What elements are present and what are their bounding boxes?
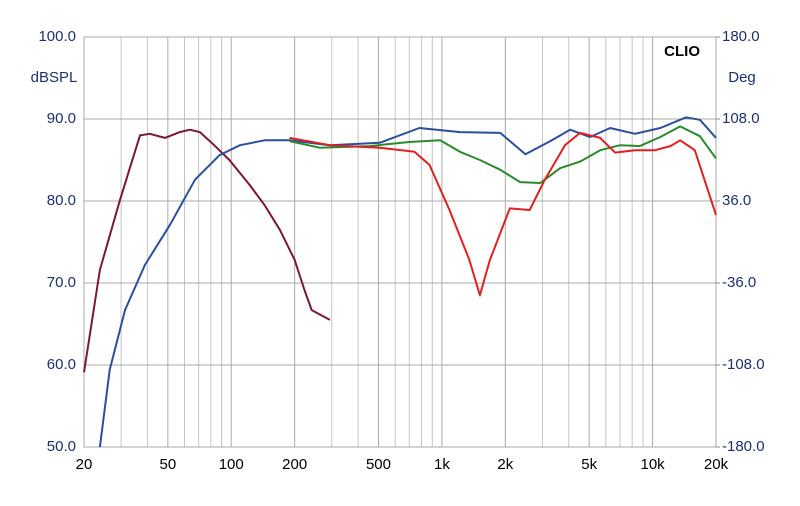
series-line bbox=[289, 131, 717, 297]
y2-tick-label: 36.0 bbox=[722, 192, 751, 209]
y-tick-label: 80.0 bbox=[47, 192, 76, 209]
x-tick-label: 500 bbox=[366, 456, 391, 473]
y-axis-label: dBSPL bbox=[31, 69, 78, 86]
y2-tick-label: -180.0 bbox=[722, 438, 765, 455]
y-tick-label: 100.0 bbox=[38, 28, 76, 45]
series-line bbox=[83, 128, 331, 373]
brand: CLIO bbox=[664, 43, 700, 60]
x-tick-label: 200 bbox=[282, 456, 307, 473]
x-tick-label: 50 bbox=[159, 456, 176, 473]
y-tick-label: 50.0 bbox=[47, 438, 76, 455]
series-line bbox=[98, 116, 717, 448]
x-tick-label: 100 bbox=[219, 456, 244, 473]
y2-tick-label: 180.0 bbox=[722, 28, 760, 45]
y-tick-label: 90.0 bbox=[47, 110, 76, 127]
x-tick-label: 20 bbox=[76, 456, 93, 473]
x-tick-label: 20k bbox=[704, 456, 729, 473]
x-tick-label: 10k bbox=[640, 456, 665, 473]
series-line bbox=[289, 125, 717, 184]
x-tick-label: 5k bbox=[581, 456, 597, 473]
y2-tick-label: -36.0 bbox=[722, 274, 756, 291]
x-tick-label: 2k bbox=[497, 456, 513, 473]
y-tick-label: 70.0 bbox=[47, 274, 76, 291]
y2-axis-label: Deg bbox=[728, 69, 756, 86]
y2-tick-label: -108.0 bbox=[722, 356, 765, 373]
y2-tick-label: 108.0 bbox=[722, 110, 760, 127]
x-tick-label: 1k bbox=[434, 456, 450, 473]
plot-area bbox=[83, 36, 717, 448]
y-tick-label: 60.0 bbox=[47, 356, 76, 373]
